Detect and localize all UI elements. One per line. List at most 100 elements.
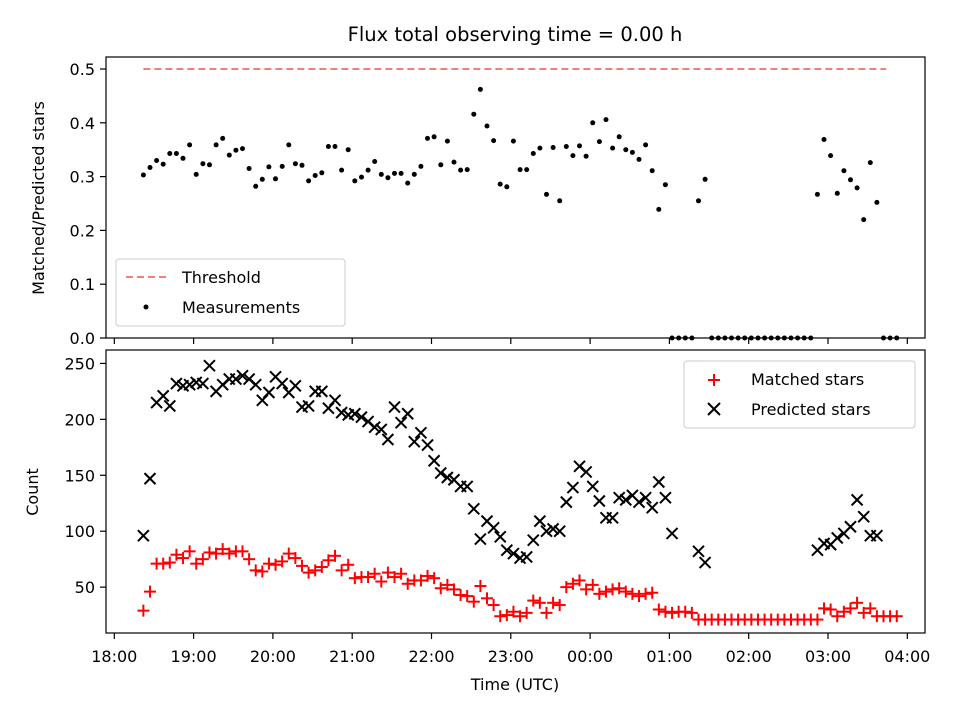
matched-star-point [547, 596, 560, 609]
measurement-point [411, 171, 417, 177]
measurement-point [193, 171, 199, 177]
predicted-star-point [355, 410, 368, 424]
predicted-star-point [857, 510, 870, 523]
bottom-y-axis-label: Count [23, 468, 42, 516]
measurement-point [451, 159, 457, 165]
top-legend: Threshold Measurements [115, 258, 346, 327]
predicted-star-point [163, 399, 177, 413]
predicted-star-point [540, 525, 553, 538]
predicted-star-point [646, 501, 659, 514]
measurement-point [550, 145, 556, 150]
predicted-star-point [606, 511, 619, 524]
predicted-star-point [652, 475, 666, 489]
matched-star-point [533, 596, 546, 609]
matched-star-point [824, 603, 837, 616]
top-panel: 0.0 0.1 0.2 0.3 0.4 0.5 Matched/Predicted sta… [29, 56, 926, 348]
predicted-star-point [368, 420, 381, 434]
top-y-ticks: 0.0 0.1 0.2 0.3 0.4 0.5 [70, 60, 106, 348]
matched-star-point [196, 553, 209, 566]
measurement-point [510, 138, 516, 144]
matched-star-point [329, 549, 342, 562]
matched-star-point [282, 547, 295, 560]
measurement-point [240, 146, 245, 152]
matched-star-point [210, 547, 223, 560]
measurement-point [491, 138, 497, 144]
bottom-panel: 50 100 150 200 250 18:00 19:00 20:00 21:00 22:00… [23, 349, 930, 694]
predicted-star-point [156, 389, 170, 403]
matched-star-point [811, 613, 824, 626]
predicted-star-point [401, 407, 414, 420]
matched-star-point [157, 557, 170, 570]
matched-star-point [560, 581, 573, 594]
measurement-point [372, 159, 378, 164]
matched-star-point [223, 547, 236, 560]
bottom-x-axis-label: Time (UTC) [470, 675, 559, 694]
predicted-star-point [335, 406, 348, 419]
bottom-y-tick-label: 250 [64, 354, 95, 373]
predicted-star-point [844, 520, 857, 533]
predicted-star-point [414, 426, 428, 439]
top-y-tick-label: 0.5 [70, 60, 95, 79]
measurement-point [332, 144, 338, 149]
predicted-star-point [183, 378, 196, 391]
predicted-star-point [348, 407, 362, 420]
measurement-point [418, 163, 424, 169]
predicted-star-point [692, 545, 705, 558]
matched-star-point [302, 566, 315, 579]
matched-star-point [890, 610, 903, 623]
top-legend-box [115, 258, 346, 327]
matched-star-point [540, 606, 553, 619]
measurement-point [524, 167, 530, 173]
measurement-point [696, 198, 701, 204]
measurements-legend-swatch [143, 304, 149, 310]
matched-star-point [586, 578, 599, 591]
predicted-star-point [533, 514, 547, 528]
measurement-point [643, 142, 649, 148]
matched-star-point [249, 564, 262, 577]
measurement-point [636, 156, 642, 162]
predicted-legend-swatch [707, 402, 721, 416]
matched-star-point [170, 548, 183, 561]
matched-star-point [573, 574, 586, 587]
measurement-point [867, 160, 873, 166]
matched-star-point [395, 567, 408, 580]
predicted-star-point [593, 494, 606, 508]
measurement-point [629, 149, 635, 155]
matched-star-point [864, 602, 877, 615]
matched-star-point [143, 585, 156, 598]
measurement-point [180, 155, 186, 161]
predicted-star-point [375, 423, 388, 436]
matched-legend-swatch [708, 374, 720, 386]
predicted-star-point [196, 377, 210, 390]
predicted-star-point [460, 480, 474, 493]
measurement-point [425, 135, 430, 141]
measurement-point [226, 152, 232, 158]
predicted-star-point [302, 399, 315, 413]
measurement-point [484, 123, 490, 129]
measurement-point [325, 144, 331, 149]
predicted-star-point [659, 491, 672, 504]
matched-star-point [837, 605, 850, 618]
predicted-star-point [619, 493, 632, 507]
measurement-point [392, 170, 397, 176]
measurement-point [140, 172, 146, 178]
predicted-star-point [289, 379, 302, 393]
matched-star-point [183, 545, 196, 558]
matched-star-point [487, 599, 500, 612]
matched-star-point [619, 585, 632, 598]
measurement-point [273, 176, 278, 182]
measurement-point [610, 145, 616, 151]
predicted-star-point [315, 385, 329, 398]
top-y-tick-label: 0.1 [70, 275, 95, 294]
bottom-legend: Matched stars Predicted stars [683, 360, 916, 429]
matched-star-point [474, 580, 487, 593]
matched-stars-points [137, 543, 903, 626]
bottom-y-tick-label: 100 [64, 522, 95, 541]
bottom-x-ticks: 18:00 19:00 20:00 21:00 22:00 23:00 00:00 01:00… [91, 633, 930, 666]
matched-star-point [190, 557, 203, 570]
predicted-star-point [579, 465, 593, 479]
measurement-point [557, 198, 563, 204]
measurement-point [279, 163, 285, 169]
measurement-point [477, 86, 483, 92]
